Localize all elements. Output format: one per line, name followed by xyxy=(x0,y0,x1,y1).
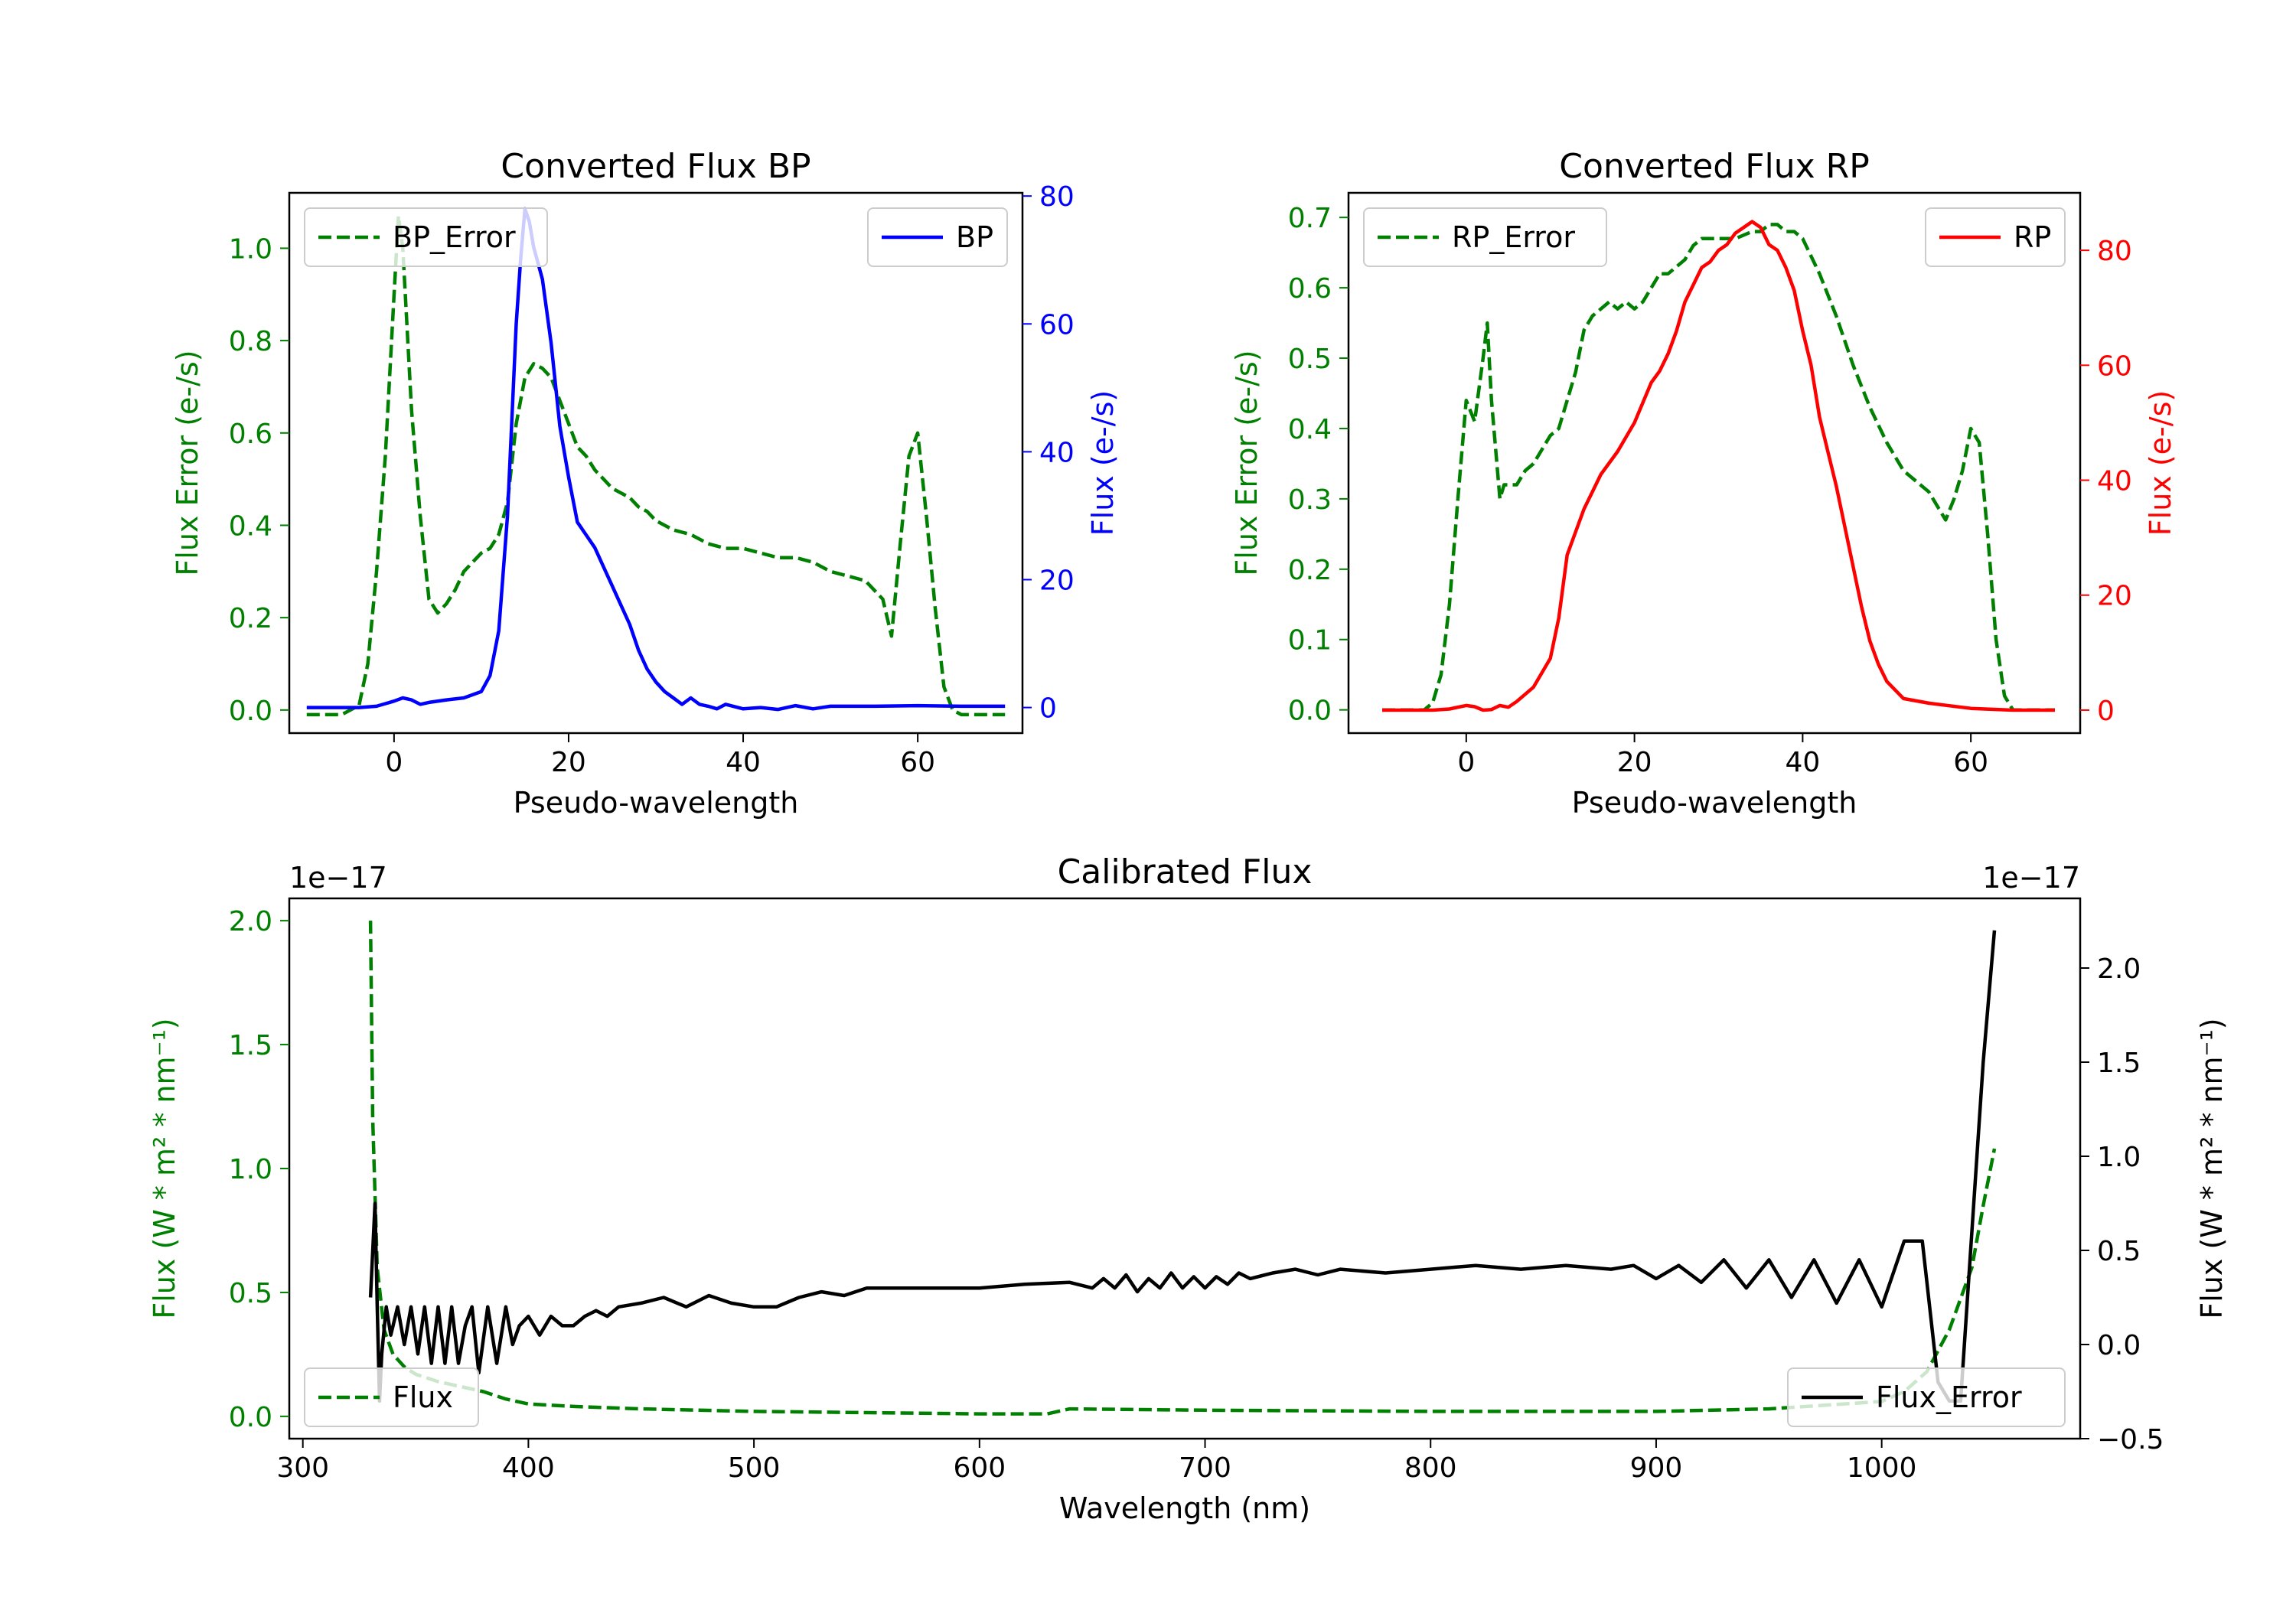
x-tick-label: 20 xyxy=(1617,747,1652,778)
legend-right: Flux_Error xyxy=(1787,1367,2066,1427)
chart-title: Converted Flux RP xyxy=(1559,147,1870,186)
x-tick-label: 40 xyxy=(726,747,761,778)
y-left-tick-label: 0.5 xyxy=(229,1278,272,1309)
x-axis-label: Wavelength (nm) xyxy=(1059,1491,1310,1525)
legend-label: RP_Error xyxy=(1452,220,1575,254)
series-rp-error-line xyxy=(1382,223,2055,712)
x-tick-label: 40 xyxy=(1785,747,1820,778)
y-left-tick-label: 0.0 xyxy=(229,696,272,727)
y-right-tick-label: 1.0 xyxy=(2097,1142,2141,1173)
y-right-tick-label: 0.5 xyxy=(2097,1236,2141,1267)
x-tick-label: 60 xyxy=(900,747,935,778)
y-right-tick-label: 80 xyxy=(1039,181,1075,213)
y-left-tick-label: 0.0 xyxy=(229,1402,272,1433)
x-axis-label: Pseudo-wavelength xyxy=(1572,786,1857,820)
x-tick-label: 800 xyxy=(1404,1452,1457,1484)
y-right-tick-label: 60 xyxy=(1039,309,1075,341)
legend-right: BP xyxy=(867,207,1008,267)
legend-label: RP xyxy=(2014,220,2051,254)
y-left-offset-label: 1e−17 xyxy=(289,861,387,895)
legend-box xyxy=(304,207,548,267)
x-tick-label: 1000 xyxy=(1847,1452,1917,1484)
y-right-axis-label: Flux (e-/s) xyxy=(2144,390,2177,536)
y-right-tick-label: 1.5 xyxy=(2097,1048,2141,1079)
legend-box xyxy=(1787,1367,2066,1427)
x-tick-label: 0 xyxy=(1457,747,1475,778)
y-right-tick-label: 20 xyxy=(2097,581,2132,612)
y-left-tick-label: 0.8 xyxy=(229,326,272,357)
y-left-tick-label: 0.4 xyxy=(1288,414,1332,445)
chart-calibrated: 300 400 500 600 700 800 900 1000 0.0 0.5 1.0 1.5 2.0… xyxy=(148,852,2229,1525)
y-left-tick-label: 0.4 xyxy=(229,510,272,542)
y-right-tick-label: 0 xyxy=(1039,693,1057,725)
y-left-tick-label: 0.6 xyxy=(229,419,272,450)
x-tick-label: 60 xyxy=(1953,747,1988,778)
y-left-tick-label: 0.5 xyxy=(1288,344,1332,375)
x-tick-label: 500 xyxy=(728,1452,781,1484)
legend-label: BP_Error xyxy=(393,220,516,254)
x-tick-label: 600 xyxy=(953,1452,1006,1484)
x-axis-label: Pseudo-wavelength xyxy=(514,786,799,820)
x-tick-label: 0 xyxy=(385,747,403,778)
y-right-tick-label: 2.0 xyxy=(2097,953,2141,985)
y-right-tick-label: 0.0 xyxy=(2097,1330,2141,1361)
y-left-tick-label: 0.6 xyxy=(1288,273,1332,305)
y-left-axis-label: Flux Error (e-/s) xyxy=(1230,350,1264,575)
x-tick-label: 700 xyxy=(1179,1452,1231,1484)
chart-title: Calibrated Flux xyxy=(1058,852,1313,892)
y-right-axis-label: Flux (e-/s) xyxy=(1086,390,1120,536)
legend-right: RP xyxy=(1925,207,2066,267)
series-rp-line xyxy=(1382,220,2055,712)
legend-left: Flux xyxy=(304,1367,479,1427)
legend-box xyxy=(304,1367,479,1427)
y-right-tick-label: 40 xyxy=(1039,437,1075,468)
legend-label: Flux_Error xyxy=(1876,1380,2022,1414)
legend-label: Flux xyxy=(393,1380,453,1414)
y-left-axis-label: Flux (W * m² * nm⁻¹) xyxy=(148,1018,181,1319)
legend-label: BP xyxy=(956,220,993,254)
y-right-tick-label: 0 xyxy=(2097,696,2115,727)
y-right-tick-label: 60 xyxy=(2097,350,2132,382)
y-left-tick-label: 0.1 xyxy=(1288,625,1332,657)
series-flux-line xyxy=(368,930,1997,1403)
chart-title: Converted Flux BP xyxy=(501,147,810,186)
chart-bp: 0 20 40 60 0.0 0.2 0.4 0.6 0.8 1.0 0 20 40 60 80 Conver… xyxy=(171,147,1120,820)
y-left-tick-label: 1.0 xyxy=(229,1154,272,1185)
y-right-offset-label: 1e−17 xyxy=(1982,861,2080,895)
y-right-tick-label: 40 xyxy=(2097,466,2132,497)
y-left-axis-label: Flux Error (e-/s) xyxy=(171,350,204,575)
legend-left: BP_Error xyxy=(304,207,548,267)
y-right-axis-label: Flux (W * m² * nm⁻¹) xyxy=(2195,1018,2229,1319)
series-bp-line xyxy=(306,207,1006,712)
axes-frame xyxy=(288,191,1024,735)
y-right-tick-label: 20 xyxy=(1039,565,1075,596)
y-left-tick-label: 0.3 xyxy=(1288,484,1332,516)
y-left-tick-label: 1.5 xyxy=(229,1030,272,1061)
x-tick-label: 900 xyxy=(1630,1452,1683,1484)
axes-frame xyxy=(1347,191,2082,735)
series-bp-error-line xyxy=(306,214,1006,717)
x-tick-label: 20 xyxy=(551,747,586,778)
y-left-tick-label: 0.7 xyxy=(1288,203,1332,234)
x-tick-label: 300 xyxy=(276,1452,329,1484)
y-left-tick-label: 1.0 xyxy=(229,233,272,265)
y-left-tick-label: 0.2 xyxy=(1288,555,1332,586)
y-left-tick-label: 0.0 xyxy=(1288,696,1332,727)
legend-left: RP_Error xyxy=(1363,207,1607,267)
legend-box xyxy=(1363,207,1607,267)
x-tick-label: 400 xyxy=(502,1452,555,1484)
y-left-tick-label: 0.2 xyxy=(229,603,272,634)
y-right-tick-label: −0.5 xyxy=(2097,1424,2164,1455)
y-left-tick-label: 2.0 xyxy=(229,906,272,937)
chart-rp: 0 20 40 60 0.0 0.1 0.2 0.3 0.4 0.5 0.6 0.7 0 20 40 60 80… xyxy=(1230,147,2177,820)
y-right-tick-label: 80 xyxy=(2097,236,2132,267)
